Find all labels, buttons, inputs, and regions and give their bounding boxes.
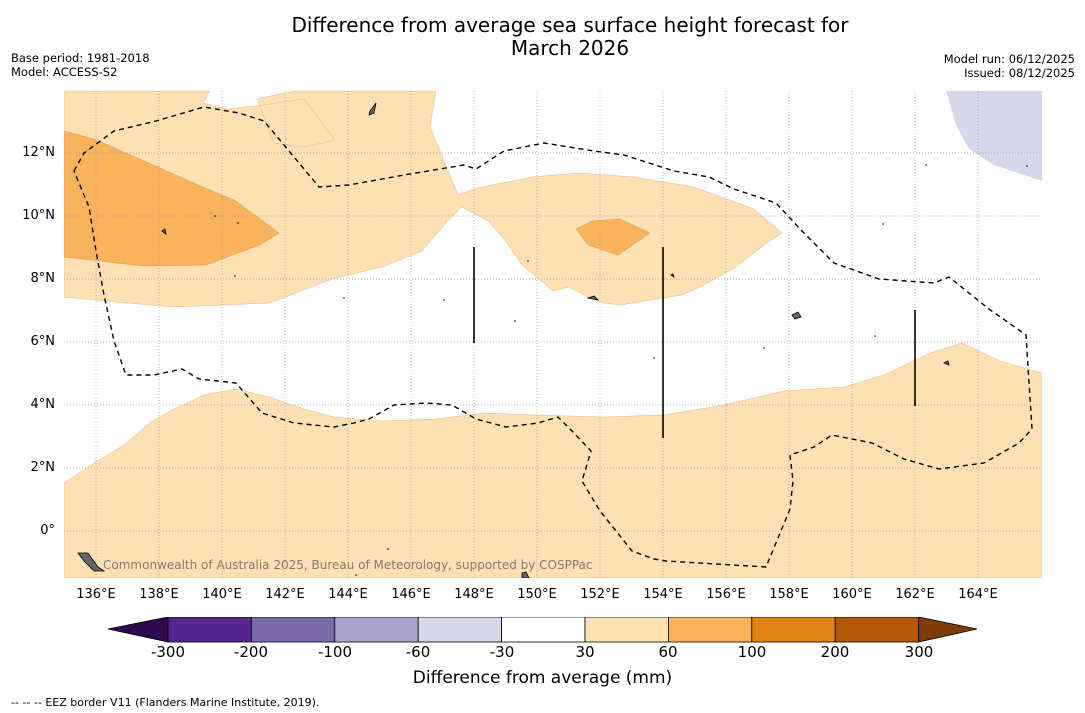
- colorbar-tick-neg60: -60: [405, 643, 431, 661]
- island-right: [943, 360, 950, 366]
- lat-label-12n: 12°N: [22, 145, 55, 160]
- island-east: [791, 311, 802, 320]
- lon-label-150e: 150°E: [517, 587, 557, 602]
- colorbar-tick-100: 100: [737, 643, 767, 661]
- colorbar-bin-5: [501, 617, 586, 643]
- lon-label-136e: 136°E: [76, 587, 116, 602]
- lon-label-154e: 154°E: [643, 587, 683, 602]
- colorbar-bin-9: [834, 617, 920, 643]
- colorbar-tick-30: 30: [575, 643, 595, 661]
- island-southwest: [77, 552, 106, 572]
- colorbar-bin-1: [167, 617, 252, 643]
- colorbar-tick-neg30: -30: [489, 643, 515, 661]
- eez-border: [73, 106, 1033, 568]
- colorbar-tick-200: 200: [820, 643, 850, 661]
- colorbar-bin-6: [584, 617, 669, 643]
- island-small: [670, 273, 675, 278]
- issued-date: Issued: 08/12/2025: [964, 66, 1075, 80]
- lon-label-138e: 138°E: [139, 587, 179, 602]
- map-panel: [64, 91, 1042, 578]
- lon-label-148e: 148°E: [454, 587, 494, 602]
- islets: [214, 164, 1028, 576]
- lon-label-162e: 162°E: [895, 587, 935, 602]
- meta-right: Model run: 06/12/2025 Issued: 08/12/2025: [944, 52, 1075, 80]
- colorbar-label: Difference from average (mm): [412, 668, 673, 688]
- model-name: Model: ACCESS-S2: [11, 65, 118, 79]
- colorbar-below-arrow: [108, 617, 169, 643]
- lon-label-164e: 164°E: [958, 587, 998, 602]
- lon-label-144e: 144°E: [328, 587, 368, 602]
- lat-label-2n: 2°N: [30, 460, 56, 475]
- boundary-lines: [473, 247, 916, 438]
- map-credit: Commonwealth of Australia 2025, Bureau o…: [103, 558, 593, 572]
- anomaly-30-60-north: [64, 91, 783, 308]
- colorbar-bin-8: [751, 617, 836, 643]
- chart-title: Difference from average sea surface heig…: [0, 14, 1085, 60]
- colorbar-tick-neg300: -300: [150, 643, 186, 661]
- lat-label-0: 0°: [40, 523, 55, 538]
- lon-label-160e: 160°E: [832, 587, 872, 602]
- title-line-1: Difference from average sea surface heig…: [291, 13, 849, 37]
- model-run: Model run: 06/12/2025: [943, 52, 1075, 66]
- lat-gridlines: [64, 152, 1042, 532]
- base-period: Base period: 1981-2018: [11, 51, 150, 65]
- lon-label-158e: 158°E: [769, 587, 809, 602]
- map-canvas: [64, 91, 1042, 578]
- colorbar-bin-4: [417, 617, 503, 643]
- lon-label-152e: 152°E: [580, 587, 620, 602]
- lon-label-156e: 156°E: [706, 587, 746, 602]
- anomaly-neg-30-60: [946, 91, 1042, 181]
- colorbar-bin-3: [334, 617, 419, 643]
- lon-label-142e: 142°E: [265, 587, 305, 602]
- lon-gridlines: [95, 91, 979, 578]
- lon-label-146e: 146°E: [391, 587, 431, 602]
- colorbar-tick-60: 60: [658, 643, 678, 661]
- lat-label-8n: 8°N: [30, 271, 56, 286]
- colorbar-bin-7: [668, 617, 753, 643]
- anomaly-60-100-west: [64, 130, 280, 267]
- anomaly-30-60-south: [64, 342, 1042, 578]
- colorbar-tick-neg200: -200: [233, 643, 269, 661]
- colorbar-tick-neg100: -100: [317, 643, 353, 661]
- title-line-2: March 2026: [510, 36, 630, 60]
- colorbar-tick-300: 300: [904, 643, 934, 661]
- island-north: [368, 102, 377, 116]
- eez-legend: -- -- -- EEZ border V11 (Flanders Marine…: [11, 696, 319, 709]
- lat-label-10n: 10°N: [22, 208, 55, 223]
- meta-left: Base period: 1981-2018 Model: ACCESS-S2: [11, 51, 150, 79]
- anomaly-60-100-center: [575, 218, 651, 256]
- lat-label-6n: 6°N: [30, 334, 56, 349]
- lon-label-140e: 140°E: [202, 587, 242, 602]
- colorbar: [108, 617, 978, 643]
- island-south: [521, 571, 530, 578]
- lat-label-4n: 4°N: [30, 397, 56, 412]
- eez-legend-text: EEZ border V11 (Flanders Marine Institut…: [45, 696, 320, 709]
- island-center: [586, 295, 600, 301]
- colorbar-above-arrow: [918, 617, 978, 643]
- islands: [77, 102, 950, 578]
- eez-legend-symbol: -- -- --: [11, 696, 42, 709]
- colorbar-bin-2: [250, 617, 336, 643]
- island-west-1: [161, 228, 167, 235]
